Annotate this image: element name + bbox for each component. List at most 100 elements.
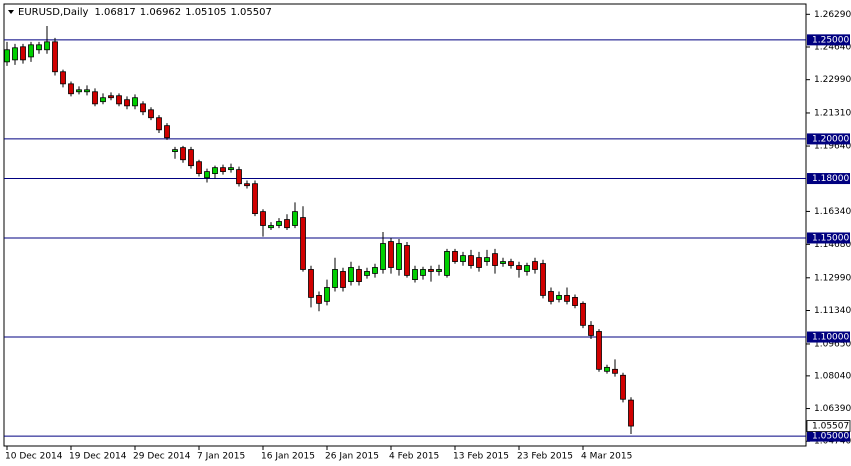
level-label: 1.20000 [812,134,849,144]
chart-header: EURUSD,Daily 1.06817 1.06962 1.05105 1.05507 [18,7,272,18]
candle-body [316,295,322,304]
x-tick-label: 29 Dec 2014 [133,452,191,462]
candle-body [228,167,234,171]
y-tick-label: 1.19640 [814,142,851,152]
level-label-box [807,133,850,145]
candle-body [596,331,602,370]
candle-body [332,269,338,288]
level-label-box [807,173,850,185]
candle-body [516,265,522,270]
y-tick-label: 1.24640 [814,42,851,52]
candle-body [452,251,458,262]
y-tick-label: 1.14680 [814,240,851,250]
candle-body [468,255,474,266]
candle-body [444,251,450,276]
x-tick-label: 10 Dec 2014 [5,452,63,462]
y-tick-label: 1.21310 [814,108,851,118]
candle-body [68,83,74,95]
candle-body [124,99,130,107]
level-label-box [807,232,850,244]
candle-body [148,109,154,119]
level-label-box [807,430,850,442]
candle-body [268,225,274,229]
level-label: 1.25000 [812,35,849,45]
candle-body [308,269,314,298]
x-tick-label: 4 Feb 2015 [389,452,439,462]
y-tick-label: 1.04740 [814,437,851,447]
candle-body [428,269,434,272]
candle-body [132,97,138,107]
candle-body [188,149,194,167]
x-tick-label: 7 Jan 2015 [197,452,245,462]
candle-body [572,297,578,306]
y-tick-label: 1.09650 [814,339,851,349]
candle-body [84,89,90,93]
candle-body [580,302,586,326]
level-label: 1.15000 [812,233,849,243]
last-high: 1.06962 [140,7,181,18]
x-tick-label: 23 Feb 2015 [517,452,573,462]
y-tick-label: 1.12990 [814,273,851,283]
candle-body [20,46,26,61]
candle-body [508,261,514,266]
candle-body [100,97,106,103]
price-label-box [806,420,851,432]
level-label: 1.18000 [812,174,849,184]
last-low: 1.05105 [185,7,226,18]
level-label-box [807,34,850,46]
candle-body [236,169,242,185]
candle-body [44,41,50,51]
x-tick-label: 13 Feb 2015 [453,452,509,462]
candle-body [172,149,178,152]
candle-body [60,71,66,85]
candle-body [540,263,546,296]
candle-body [604,366,610,372]
x-tick-label: 4 Mar 2015 [581,452,632,462]
x-tick-label: 26 Jan 2015 [325,452,379,462]
candle-body [364,271,370,276]
menu-triangle [8,10,14,14]
candle-body [76,89,82,93]
candle-body [484,257,490,262]
candle-body [196,161,202,174]
candle-body [564,295,570,302]
candle-body [396,243,402,270]
candle-body [620,374,626,400]
y-tick-label: 1.16340 [814,207,851,217]
candle-body [156,117,162,131]
candle-body [140,103,146,113]
candle-body [348,267,354,282]
last-close: 1.05507 [231,7,272,18]
level-label: 1.10000 [812,333,849,343]
candle-body [36,44,42,51]
candle-body [340,271,346,288]
y-tick-label: 1.06390 [814,404,851,414]
candle-body [524,265,530,272]
candle-body [612,368,618,374]
candle-body [180,147,186,161]
candle-body [476,257,482,268]
candle-body [460,255,466,262]
candle-body [204,171,210,179]
chart-title: EURUSD,Daily [18,7,89,18]
candle-body [500,261,506,264]
candle-body [588,324,594,336]
candle-body [372,267,378,274]
candle-body [556,295,562,300]
candle-body [164,125,170,139]
candle-body [108,95,114,99]
candle-body [276,221,282,226]
candle-body [436,269,442,272]
candle-body [292,211,298,226]
candle-body [388,241,394,268]
candle-body [252,183,258,215]
candle-body [220,167,226,173]
candle-body [532,261,538,270]
y-tick-label: 1.11340 [814,306,851,316]
y-tick-label: 1.26290 [814,10,851,20]
price-label: 1.05507 [812,422,849,432]
candle-body [244,183,250,187]
candle-body [300,217,306,270]
y-tick-label: 1.08040 [814,371,851,381]
